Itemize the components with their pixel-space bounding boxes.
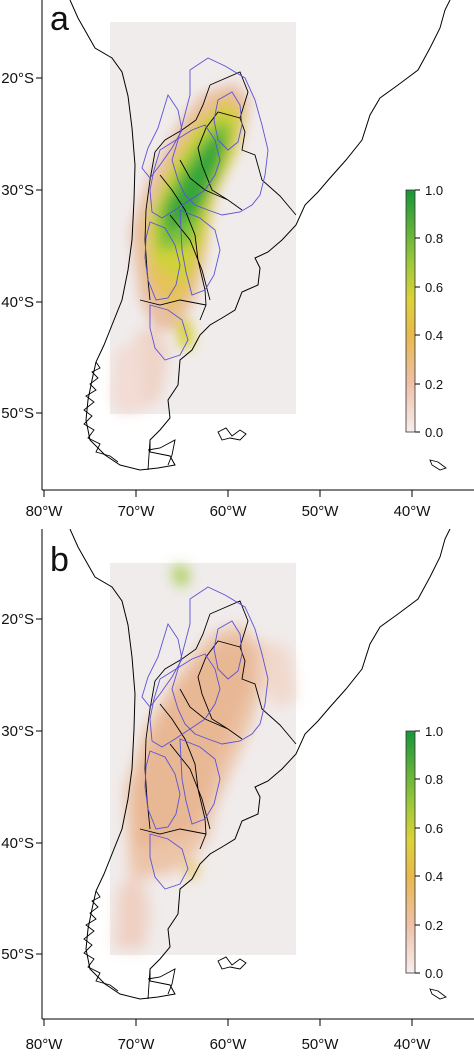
map-panel-b: 20°S 30°S 40°S 50°S 80°W 70°W 60°W 50°W … <box>1 529 474 1053</box>
fjord-coast <box>83 361 119 463</box>
colorbar-tick-label: 0.2 <box>425 918 443 933</box>
axes <box>36 0 474 497</box>
country-borders <box>139 600 297 1000</box>
colorbar-tick-label: 0.8 <box>425 772 443 787</box>
lon-tick-label: 80°W <box>26 503 64 520</box>
south-georgia <box>429 988 447 1000</box>
coastline <box>69 0 451 471</box>
south-georgia <box>429 459 447 471</box>
lon-tick-label: 80°W <box>26 1036 64 1053</box>
lon-tick-label: 50°W <box>302 1036 340 1053</box>
colorbar-tick-label: 0.4 <box>425 328 443 343</box>
lon-tick-label: 70°W <box>118 1036 156 1053</box>
country-borders <box>139 71 297 471</box>
ecoregion-outlines <box>141 57 269 361</box>
lat-tick-label: 20°S <box>1 611 34 628</box>
lon-tick-label: 40°W <box>394 503 432 520</box>
lon-tick-label: 60°W <box>210 503 248 520</box>
lon-tick-label: 40°W <box>394 1036 432 1053</box>
lat-tick-label: 30°S <box>1 723 34 740</box>
colorbar-tick-label: 0.8 <box>425 231 443 246</box>
colorbar-tick-label: 0.6 <box>425 821 443 836</box>
lat-tick-label: 50°S <box>1 405 34 422</box>
falkland-islands <box>217 956 247 970</box>
lon-tick-label: 70°W <box>118 503 156 520</box>
colorbar: 1.0 0.8 0.6 0.4 0.2 0.0 <box>405 183 443 440</box>
coastline <box>69 529 451 1000</box>
colorbar-tick-label: 0.6 <box>425 280 443 295</box>
lat-tick-label: 20°S <box>1 70 34 87</box>
colorbar-tick-label: 1.0 <box>425 183 443 198</box>
lat-tick-label: 50°S <box>1 946 34 963</box>
panel-label: a <box>50 0 69 38</box>
panel-label: b <box>50 541 69 579</box>
axes <box>36 529 474 1026</box>
ecoregion-outlines <box>141 586 269 890</box>
falkland-islands <box>217 427 247 441</box>
colorbar-tick-label: 0.2 <box>425 377 443 392</box>
lat-tick-label: 40°S <box>1 294 34 311</box>
colorbar-tick-label: 0.4 <box>425 869 443 884</box>
lat-tick-label: 40°S <box>1 835 34 852</box>
fjord-coast <box>83 890 119 992</box>
lat-tick-label: 30°S <box>1 182 34 199</box>
colorbar-tick-label: 1.0 <box>425 724 443 739</box>
colorbar: 1.0 0.8 0.6 0.4 0.2 0.0 <box>405 724 443 981</box>
lon-tick-label: 60°W <box>210 1036 248 1053</box>
colorbar-tick-label: 0.0 <box>425 425 443 440</box>
lon-tick-label: 50°W <box>302 503 340 520</box>
map-panel-a: 20°S 30°S 40°S 50°S 80°W 70°W 60°W 50°W … <box>1 0 474 520</box>
colorbar-tick-label: 0.0 <box>425 966 443 981</box>
